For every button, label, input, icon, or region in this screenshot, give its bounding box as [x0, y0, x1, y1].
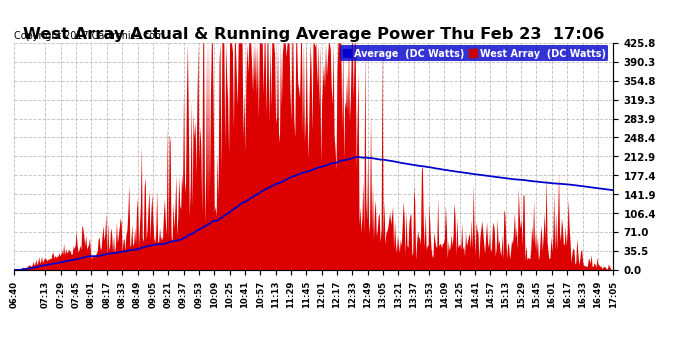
- Text: Copyright 2017 Cartronics.com: Copyright 2017 Cartronics.com: [14, 31, 164, 41]
- Title: West Array Actual & Running Average Power Thu Feb 23  17:06: West Array Actual & Running Average Powe…: [23, 27, 604, 42]
- Legend: Average  (DC Watts), West Array  (DC Watts): Average (DC Watts), West Array (DC Watts…: [340, 46, 608, 62]
